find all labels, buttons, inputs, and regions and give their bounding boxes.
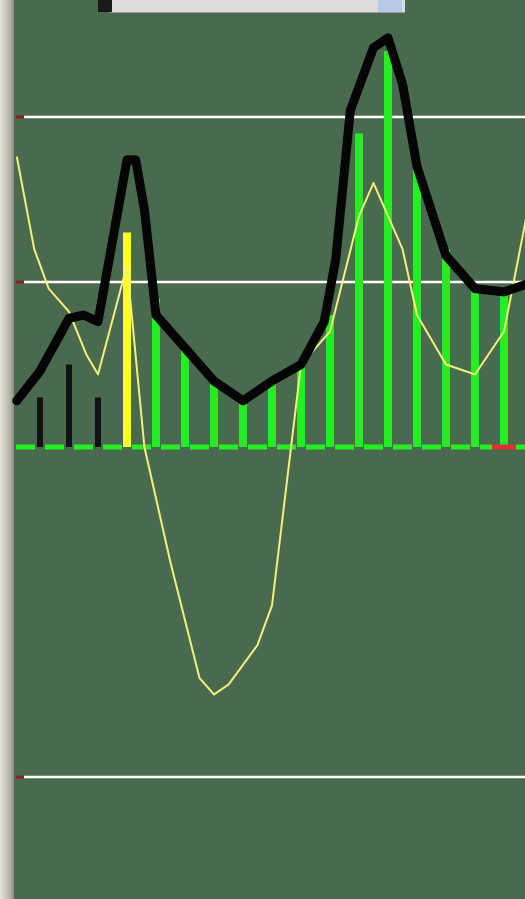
bar-14	[442, 249, 450, 447]
yellow-line-series	[15, 156, 525, 696]
gridlines	[16, 115, 525, 779]
bar-series	[37, 51, 508, 447]
bar-8	[268, 381, 276, 447]
top-strip-marker[interactable]	[378, 0, 402, 12]
bar-3	[123, 232, 131, 447]
left-axis-ticks	[16, 115, 24, 779]
bar-0	[37, 397, 43, 447]
bar-5	[181, 348, 189, 447]
bar-13	[413, 166, 421, 447]
bar-1	[66, 364, 72, 447]
window-left-border	[0, 0, 14, 899]
red-baseline-marker	[492, 444, 516, 450]
line-series	[12, 33, 525, 696]
bar-15	[471, 288, 479, 447]
bar-16	[500, 288, 508, 447]
bar-7	[239, 397, 247, 447]
axis-tick-2	[16, 775, 24, 779]
axis-tick-0	[16, 115, 24, 119]
bar-12	[384, 51, 392, 447]
bar-4	[152, 298, 160, 447]
zero-line	[16, 444, 525, 450]
black-line-series	[12, 33, 525, 406]
bar-11	[355, 133, 363, 447]
axis-tick-1	[16, 280, 24, 284]
bar-10	[326, 315, 334, 447]
bar-2	[95, 397, 101, 447]
top-strip-dark-segment	[98, 0, 112, 12]
bar-6	[210, 381, 218, 447]
top-scroll-strip[interactable]	[110, 0, 405, 13]
bar-9	[297, 364, 305, 447]
